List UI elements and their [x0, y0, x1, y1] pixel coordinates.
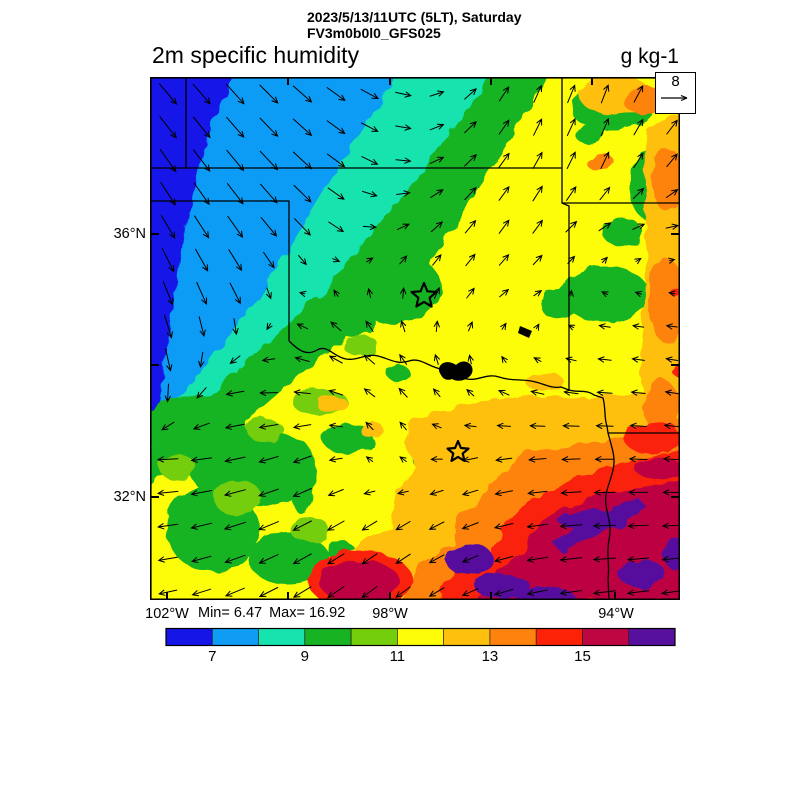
humidity-map	[150, 77, 680, 600]
colorbar-segment	[397, 628, 445, 646]
colorbar-segment	[165, 628, 213, 646]
lon-label-98w: 98°W	[372, 606, 408, 622]
map-frame	[150, 77, 680, 600]
lon-label-94w: 94°W	[598, 606, 634, 622]
lon-label-102w: 102°W	[145, 606, 189, 622]
city-star-markers	[410, 281, 470, 462]
state-borders	[150, 77, 680, 600]
colorbar-tick-label: 9	[300, 648, 309, 665]
field-max-value: Max= 16.92	[269, 605, 346, 621]
colorbar-segment	[211, 628, 259, 646]
wind-reference-value: 8	[671, 73, 680, 90]
field-minmax-readout: Min= 6.47 Max= 16.92	[198, 605, 352, 621]
colorbar-segment	[628, 628, 676, 646]
colorbar-tick-label: 11	[389, 648, 406, 665]
colorbar-tick-label: 13	[481, 648, 499, 665]
star-marker	[410, 281, 438, 308]
colorbar-tick-label: 15	[574, 648, 591, 665]
wind-vectors	[156, 83, 680, 599]
colorbar-segment	[304, 628, 352, 646]
lat-label-32n: 32°N	[113, 489, 146, 505]
colorbar	[165, 627, 676, 647]
colorbar-tick-label: 7	[208, 648, 217, 665]
plot-model-title: FV3m0b0l0_GFS025	[307, 25, 441, 41]
colorbar-segment	[582, 628, 630, 646]
colorbar-segment	[443, 628, 491, 646]
plot-units-label: g kg-1	[620, 45, 679, 68]
humidity-map-panel	[150, 77, 680, 600]
wind-reference-box: 8	[655, 72, 696, 114]
colorbar-segment	[350, 628, 398, 646]
colorbar-segment	[489, 628, 537, 646]
lakes-layer	[438, 326, 532, 381]
plot-datetime-title: 2023/5/13/11UTC (5LT), Saturday	[307, 9, 522, 25]
colorbar-segment	[258, 628, 306, 646]
star-marker	[446, 439, 470, 462]
humidity-field-layer	[150, 77, 680, 600]
wind-reference-arrow-icon	[661, 94, 688, 102]
plot-variable-title: 2m specific humidity	[152, 42, 360, 68]
field-min-value: Min= 6.47	[198, 605, 263, 621]
colorbar-segment	[535, 628, 583, 646]
lat-label-36n: 36°N	[113, 226, 146, 242]
